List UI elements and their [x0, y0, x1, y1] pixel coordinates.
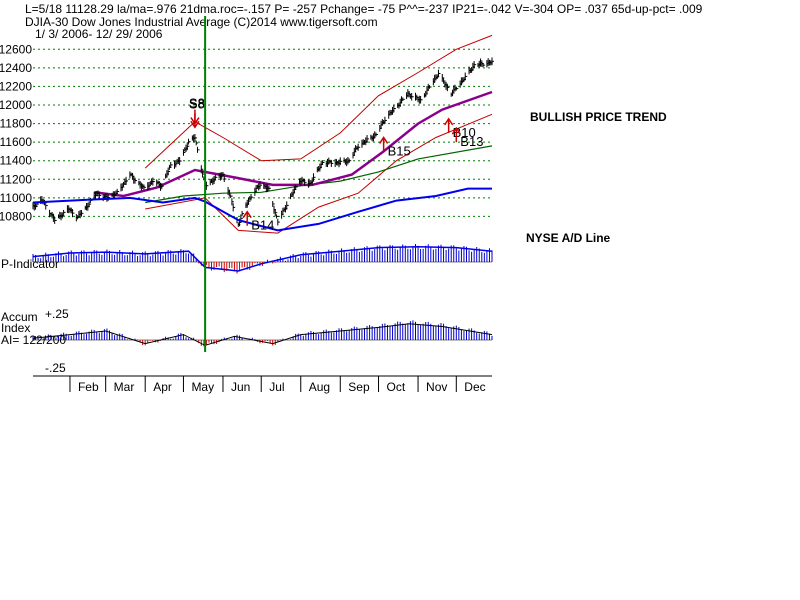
accum-index-group: [32, 320, 493, 347]
month-axis: Feb Mar Apr May Jun Jul Aug Sep Oct Nov Dec: [33, 375, 492, 394]
short-ma-line: [94, 90, 493, 198]
price-y-axis: 10800 11000 11200 11400 11600 11800 12000 12200…: [0, 42, 32, 223]
moving-averages-group: [94, 90, 493, 204]
y-tick-label: 12400: [0, 61, 32, 75]
minus-25-label: -.25: [45, 361, 66, 375]
x-tick-label: Sep: [348, 380, 370, 394]
buy-arrowhead: [242, 210, 252, 219]
x-tick-label: May: [191, 380, 214, 394]
bands-group: [144, 34, 493, 234]
long-ma-line: [145, 145, 493, 204]
signal-label: B10: [453, 125, 476, 140]
x-tick-label: Jun: [231, 380, 250, 394]
upper-band-line: [144, 34, 493, 169]
ad-line-group: [32, 187, 492, 232]
plus-25-label: +.25: [45, 307, 69, 321]
y-tick-label: 12200: [0, 79, 32, 93]
x-tick-label: Dec: [464, 380, 485, 394]
chart-header-line3: 1/ 3/ 2006- 12/ 29/ 2006: [35, 27, 163, 41]
y-tick-label: 10800: [0, 209, 32, 223]
price-bars-group: [32, 57, 494, 227]
signal-marker: B13: [451, 126, 483, 149]
x-tick-label: Jul: [269, 380, 284, 394]
p-indicator-line: [32, 245, 493, 272]
signal-label: S8: [189, 96, 205, 111]
x-tick-label: Mar: [114, 380, 135, 394]
price-gridlines: [33, 48, 492, 217]
signal-label: B14: [251, 218, 274, 233]
index-label: Index: [1, 321, 31, 335]
signal-label: B13: [460, 134, 483, 149]
bullish-trend-label: BULLISH PRICE TREND: [530, 110, 667, 124]
y-tick-label: 11200: [0, 172, 32, 186]
buy-arrowhead: [379, 136, 389, 144]
signal-marker: B10: [444, 117, 476, 140]
y-tick-label: 11600: [0, 135, 32, 149]
ad-line: [32, 187, 492, 232]
x-tick-label: Feb: [78, 380, 99, 394]
signal-label: S8: [189, 96, 205, 111]
y-tick-label: 12600: [0, 42, 32, 56]
chart-header-line1: L=5/18 11128.29 la/ma=.976 21dma.roc=-.1…: [25, 2, 703, 16]
nyse-ad-label: NYSE A/D Line: [526, 231, 611, 245]
sell-arrowhead: [190, 120, 200, 129]
y-tick-label: 12000: [0, 98, 32, 112]
x-tick-label: Aug: [309, 380, 330, 394]
y-tick-label: 11800: [0, 117, 32, 131]
signal-label: B15: [388, 143, 411, 158]
buy-arrowhead: [444, 117, 454, 126]
y-tick-label: 11400: [0, 154, 32, 168]
lower-band-line: [145, 113, 493, 234]
accum-ma-line: [32, 323, 493, 346]
x-tick-label: Nov: [426, 380, 447, 394]
p-indicator-group: [32, 244, 493, 274]
signal-marker: B15: [379, 136, 411, 158]
accum-label: Accum: [1, 310, 38, 324]
p-indicator-label: P-Indicator: [1, 257, 60, 271]
signal-marker: B14: [242, 210, 274, 233]
y-tick-label: 11000: [0, 191, 32, 205]
chart-header-line2: DJIA-30 Dow Jones Industrial Average (C)…: [25, 15, 378, 29]
signal-marker: S8: [189, 96, 205, 129]
x-tick-label: Oct: [387, 380, 406, 394]
buy-arrowhead: [451, 126, 461, 135]
x-tick-label: Apr: [153, 380, 172, 394]
